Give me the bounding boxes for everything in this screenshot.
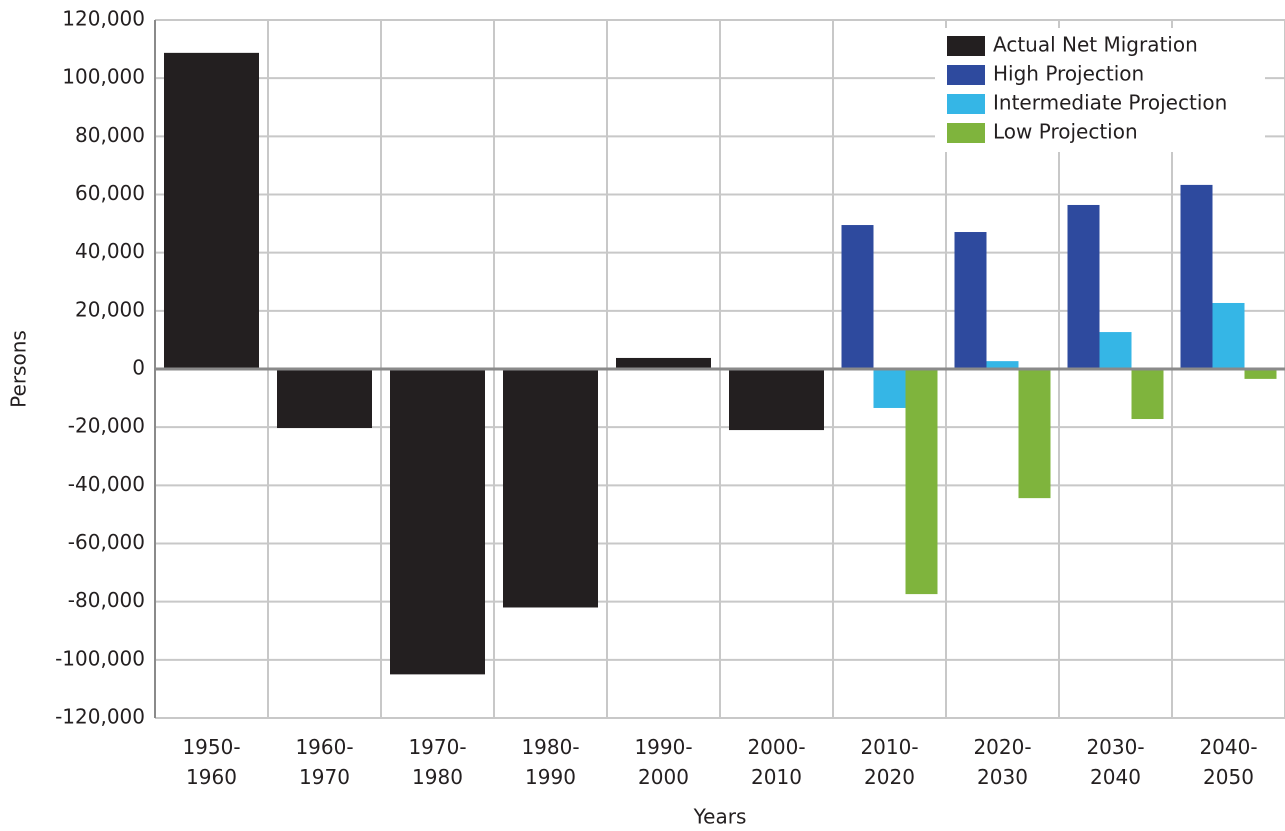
bar	[954, 232, 987, 369]
legend-label: Intermediate Projection	[993, 91, 1227, 115]
legend-swatch	[947, 123, 985, 143]
x-tick-label: 2040-2050	[1199, 735, 1258, 789]
y-tick-label: -60,000	[68, 530, 145, 554]
y-tick-label: -40,000	[68, 472, 145, 496]
x-tick-label: 2030-2040	[1086, 735, 1145, 789]
bar	[1018, 369, 1051, 499]
x-axis-title: Years	[693, 805, 747, 829]
x-tick-label: 2000-2010	[747, 735, 806, 789]
y-tick-label: -80,000	[68, 588, 145, 612]
bar	[164, 52, 259, 369]
x-tick-label: 1950-1960	[182, 735, 241, 789]
y-tick-label: 100,000	[62, 65, 145, 89]
y-tick-label: 80,000	[75, 123, 145, 147]
bar	[841, 225, 874, 369]
legend-swatch	[947, 65, 985, 85]
legend-label: Low Projection	[993, 120, 1138, 144]
bar	[1131, 369, 1164, 420]
legend-swatch	[947, 36, 985, 56]
bar	[277, 369, 372, 429]
bar	[1212, 302, 1245, 369]
bar	[1099, 332, 1132, 369]
legend-background	[935, 28, 1265, 152]
bar	[986, 361, 1019, 369]
y-tick-label: 0	[132, 356, 145, 380]
bar	[729, 369, 824, 431]
bar	[390, 369, 485, 675]
bar	[1067, 204, 1100, 369]
x-tick-label: 1990-2000	[634, 735, 693, 789]
y-tick-label: 40,000	[75, 239, 145, 263]
y-tick-label: 120,000	[62, 7, 145, 31]
y-tick-label: -20,000	[68, 414, 145, 438]
y-tick-label: -120,000	[55, 705, 145, 729]
x-tick-label: 2020-2030	[973, 735, 1032, 789]
bar	[616, 357, 711, 369]
x-tick-label: 2010-2020	[860, 735, 919, 789]
bar	[873, 369, 906, 408]
legend-label: Actual Net Migration	[993, 33, 1198, 57]
legend-swatch	[947, 94, 985, 114]
y-tick-label: 60,000	[75, 181, 145, 205]
y-axis-title: Persons	[7, 330, 31, 408]
bar	[1180, 184, 1213, 369]
y-tick-label: -100,000	[55, 646, 145, 670]
bar	[905, 369, 938, 595]
x-tick-label: 1970-1980	[408, 735, 467, 789]
x-tick-label: 1960-1970	[295, 735, 354, 789]
bar	[1244, 369, 1277, 379]
bar	[503, 369, 598, 608]
x-tick-label: 1980-1990	[521, 735, 580, 789]
legend-label: High Projection	[993, 62, 1144, 86]
y-tick-label: 20,000	[75, 297, 145, 321]
